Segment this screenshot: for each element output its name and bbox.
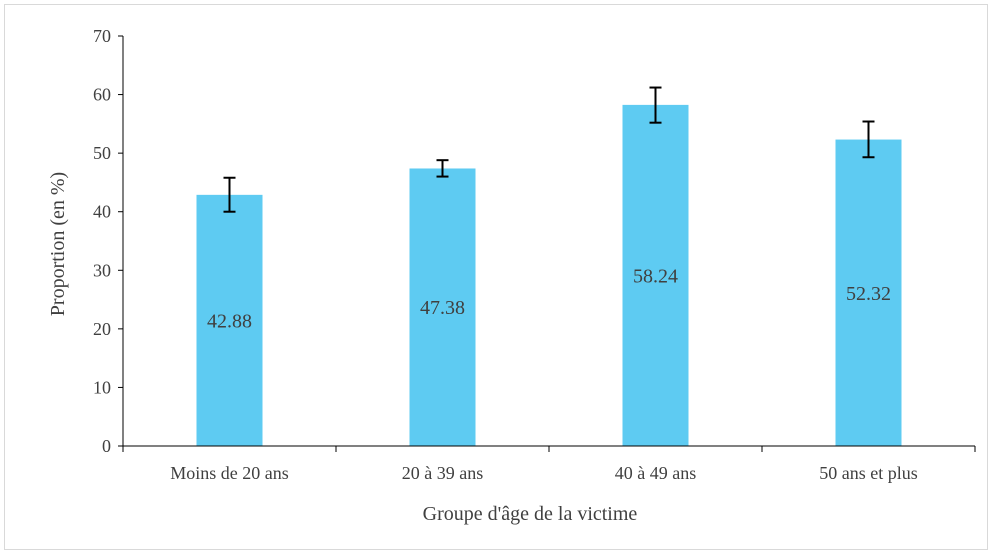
data-label: 42.88 — [207, 310, 252, 332]
x-tick-label: 40 à 49 ans — [615, 463, 696, 483]
y-tick-label: 60 — [93, 85, 111, 105]
bar — [622, 104, 689, 446]
error-bars-layer — [223, 86, 875, 213]
y-axis-title: Proportion (en %) — [47, 172, 69, 316]
y-tick-label: 0 — [102, 436, 111, 456]
error-bar — [223, 176, 236, 213]
bar — [409, 168, 476, 446]
bar — [835, 139, 902, 446]
x-tick-label: Moins de 20 ans — [170, 463, 289, 483]
error-bar — [862, 120, 875, 159]
bar — [196, 194, 263, 446]
y-tick-label: 10 — [93, 377, 111, 397]
x-tick-label: 20 à 39 ans — [402, 463, 483, 483]
data-labels-layer: 42.88 47.38 58.24 52.32 — [207, 265, 891, 332]
x-axis-title: Groupe d'âge de la victime — [423, 503, 638, 525]
y-tick-label: 20 — [93, 319, 111, 339]
data-label: 58.24 — [633, 265, 678, 287]
bars-layer — [196, 104, 902, 446]
y-tick-labels: 0 10 20 30 40 50 60 70 — [93, 26, 111, 456]
x-tick-label: 50 ans et plus — [819, 463, 918, 483]
chart-frame — [4, 4, 988, 550]
error-bar — [649, 86, 662, 124]
y-tick-label: 40 — [93, 202, 111, 222]
error-bar — [436, 159, 449, 178]
y-tick-label: 30 — [93, 260, 111, 280]
y-tick-label: 50 — [93, 143, 111, 163]
y-tick-label: 70 — [93, 26, 111, 46]
data-label: 47.38 — [420, 297, 465, 319]
data-label: 52.32 — [846, 283, 891, 305]
axes-layer — [118, 35, 976, 452]
x-tick-labels: Moins de 20 ans 20 à 39 ans 40 à 49 ans 50 … — [170, 463, 918, 483]
